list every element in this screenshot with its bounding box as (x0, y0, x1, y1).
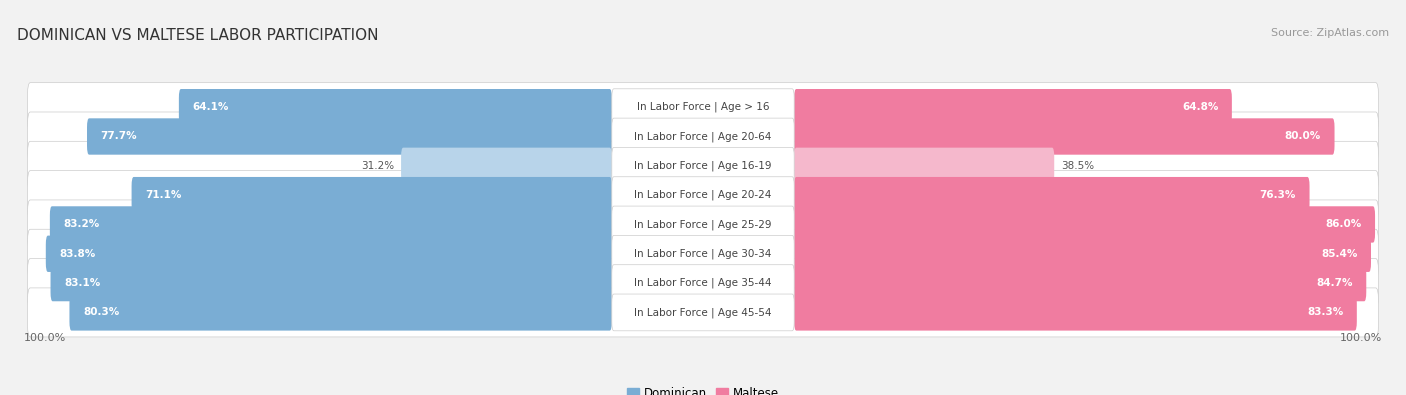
Text: 83.1%: 83.1% (65, 278, 100, 288)
Text: 83.8%: 83.8% (59, 249, 96, 259)
FancyBboxPatch shape (87, 118, 612, 155)
FancyBboxPatch shape (794, 206, 1375, 243)
FancyBboxPatch shape (46, 235, 612, 272)
Text: 83.2%: 83.2% (63, 220, 100, 229)
FancyBboxPatch shape (28, 171, 1378, 220)
Text: In Labor Force | Age 20-24: In Labor Force | Age 20-24 (634, 190, 772, 200)
FancyBboxPatch shape (612, 89, 794, 126)
Text: 85.4%: 85.4% (1322, 249, 1358, 259)
FancyBboxPatch shape (69, 294, 612, 331)
FancyBboxPatch shape (794, 177, 1309, 213)
FancyBboxPatch shape (612, 235, 794, 272)
FancyBboxPatch shape (612, 177, 794, 214)
Text: DOMINICAN VS MALTESE LABOR PARTICIPATION: DOMINICAN VS MALTESE LABOR PARTICIPATION (17, 28, 378, 43)
FancyBboxPatch shape (794, 118, 1334, 155)
FancyBboxPatch shape (28, 141, 1378, 190)
Text: 38.5%: 38.5% (1062, 161, 1094, 171)
Text: 71.1%: 71.1% (145, 190, 181, 200)
Text: In Labor Force | Age 25-29: In Labor Force | Age 25-29 (634, 219, 772, 230)
Text: In Labor Force | Age > 16: In Labor Force | Age > 16 (637, 102, 769, 113)
Text: In Labor Force | Age 30-34: In Labor Force | Age 30-34 (634, 248, 772, 259)
Text: 64.1%: 64.1% (193, 102, 229, 112)
Text: 83.3%: 83.3% (1308, 307, 1343, 318)
Text: 64.8%: 64.8% (1182, 102, 1219, 112)
FancyBboxPatch shape (612, 147, 794, 184)
FancyBboxPatch shape (28, 112, 1378, 161)
FancyBboxPatch shape (28, 288, 1378, 337)
Text: 80.0%: 80.0% (1285, 132, 1322, 141)
FancyBboxPatch shape (612, 294, 794, 331)
FancyBboxPatch shape (28, 229, 1378, 278)
Text: 84.7%: 84.7% (1316, 278, 1353, 288)
Text: In Labor Force | Age 16-19: In Labor Force | Age 16-19 (634, 161, 772, 171)
FancyBboxPatch shape (794, 89, 1232, 125)
FancyBboxPatch shape (28, 259, 1378, 308)
Text: 31.2%: 31.2% (361, 161, 394, 171)
Text: 80.3%: 80.3% (83, 307, 120, 318)
FancyBboxPatch shape (28, 200, 1378, 249)
Text: Source: ZipAtlas.com: Source: ZipAtlas.com (1271, 28, 1389, 38)
Text: 77.7%: 77.7% (100, 132, 138, 141)
FancyBboxPatch shape (612, 265, 794, 301)
FancyBboxPatch shape (401, 148, 612, 184)
FancyBboxPatch shape (794, 294, 1357, 331)
Text: 86.0%: 86.0% (1326, 220, 1361, 229)
FancyBboxPatch shape (612, 206, 794, 243)
FancyBboxPatch shape (179, 89, 612, 125)
Text: 76.3%: 76.3% (1260, 190, 1296, 200)
Text: In Labor Force | Age 35-44: In Labor Force | Age 35-44 (634, 278, 772, 288)
FancyBboxPatch shape (794, 265, 1367, 301)
FancyBboxPatch shape (794, 235, 1371, 272)
FancyBboxPatch shape (132, 177, 612, 213)
Text: In Labor Force | Age 45-54: In Labor Force | Age 45-54 (634, 307, 772, 318)
Legend: Dominican, Maltese: Dominican, Maltese (623, 382, 783, 395)
Text: 100.0%: 100.0% (24, 333, 66, 343)
Text: In Labor Force | Age 20-64: In Labor Force | Age 20-64 (634, 131, 772, 142)
FancyBboxPatch shape (794, 148, 1054, 184)
FancyBboxPatch shape (49, 206, 612, 243)
FancyBboxPatch shape (612, 118, 794, 155)
FancyBboxPatch shape (51, 265, 612, 301)
FancyBboxPatch shape (28, 83, 1378, 132)
Text: 100.0%: 100.0% (1340, 333, 1382, 343)
